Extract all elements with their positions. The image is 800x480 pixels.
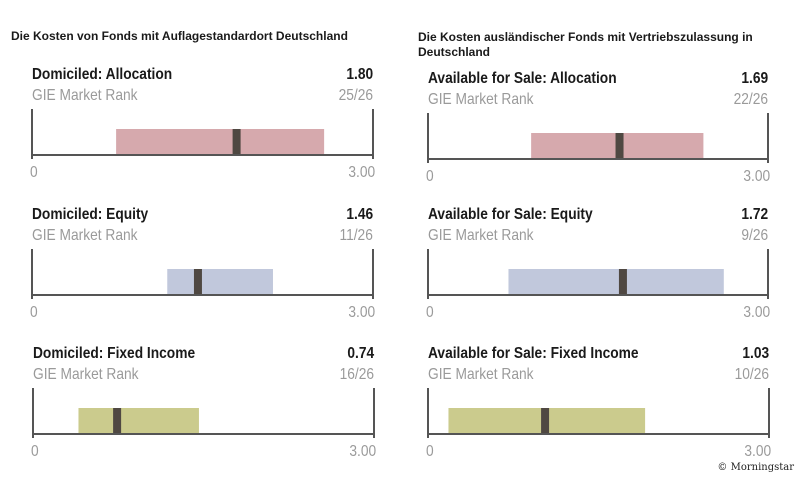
- cost-panel: Available for Sale: Fixed Income 1.03 GIE …: [426, 345, 771, 460]
- value-marker: [193, 269, 202, 295]
- range-bar: [116, 129, 325, 155]
- rank-label: GIE Market Rank: [33, 366, 139, 383]
- range-chart: [32, 388, 375, 438]
- rank-label: GIE Market Rank: [32, 227, 138, 244]
- axis-max-label: 3.00: [744, 443, 771, 460]
- rank-label: GIE Market Rank: [428, 366, 534, 383]
- rank-label: GIE Market Rank: [428, 91, 534, 108]
- axis-min-label: 0: [426, 443, 434, 460]
- category-title: Domiciled: Fixed Income: [33, 345, 196, 362]
- copyright-credit: © Morningstar: [717, 462, 794, 473]
- range-bar: [508, 269, 724, 295]
- axis-max-label: 3.00: [743, 168, 770, 185]
- range-chart: [31, 249, 374, 299]
- left-column-title: Die Kosten von Fonds mit Auflagestandard…: [11, 29, 348, 43]
- value-marker: [113, 408, 122, 434]
- rank-label: GIE Market Rank: [32, 87, 138, 104]
- cost-panel: Available for Sale: Allocation 1.69 GIE Ma…: [426, 70, 770, 185]
- value-marker: [618, 269, 627, 295]
- cost-panel: Available for Sale: Equity 1.72 GIE Market…: [426, 206, 770, 321]
- category-title: Available for Sale: Equity: [428, 206, 593, 223]
- value-marker: [232, 129, 241, 155]
- category-title: Available for Sale: Fixed Income: [428, 345, 639, 362]
- category-title: Available for Sale: Allocation: [428, 70, 617, 87]
- axis-max-label: 3.00: [349, 443, 376, 460]
- category-title: Domiciled: Equity: [32, 206, 149, 223]
- axis-min-label: 0: [426, 168, 434, 185]
- cost-value: 1.69: [741, 70, 768, 87]
- axis-min-label: 0: [30, 164, 38, 181]
- range-chart: [427, 388, 770, 438]
- cost-value: 1.03: [742, 345, 769, 362]
- rank-value: 10/26: [734, 366, 769, 383]
- axis-max-label: 3.00: [743, 304, 770, 321]
- cost-panel: Domiciled: Allocation 1.80 GIE Market Rank…: [30, 66, 375, 181]
- axis-min-label: 0: [31, 443, 39, 460]
- cost-value: 1.72: [741, 206, 768, 223]
- axis-max-label: 3.00: [348, 304, 375, 321]
- range-chart: [427, 113, 769, 163]
- cost-value: 1.80: [346, 66, 373, 83]
- cost-panel: Domiciled: Equity 1.46 GIE Market Rank 11/2…: [30, 206, 375, 321]
- range-chart: [31, 109, 374, 159]
- range-chart: [427, 249, 769, 299]
- category-title: Domiciled: Allocation: [32, 66, 173, 83]
- rank-value: 11/26: [339, 227, 373, 244]
- axis-min-label: 0: [30, 304, 38, 321]
- value-marker: [615, 133, 624, 159]
- axis-max-label: 3.00: [348, 164, 375, 181]
- axis-min-label: 0: [426, 304, 434, 321]
- range-bar: [167, 269, 273, 295]
- rank-value: 22/26: [733, 91, 768, 108]
- value-marker: [541, 408, 550, 434]
- cost-value: 0.74: [347, 345, 374, 362]
- cost-value: 1.46: [346, 206, 373, 223]
- rank-value: 16/26: [339, 366, 374, 383]
- range-bar: [78, 408, 199, 434]
- rank-label: GIE Market Rank: [428, 227, 534, 244]
- cost-panel: Domiciled: Fixed Income 0.74 GIE Market Ra…: [31, 345, 376, 460]
- rank-value: 25/26: [338, 87, 373, 104]
- rank-value: 9/26: [741, 227, 768, 244]
- right-column-title: Die Kosten ausländischer Fonds mit Vertr…: [418, 30, 753, 59]
